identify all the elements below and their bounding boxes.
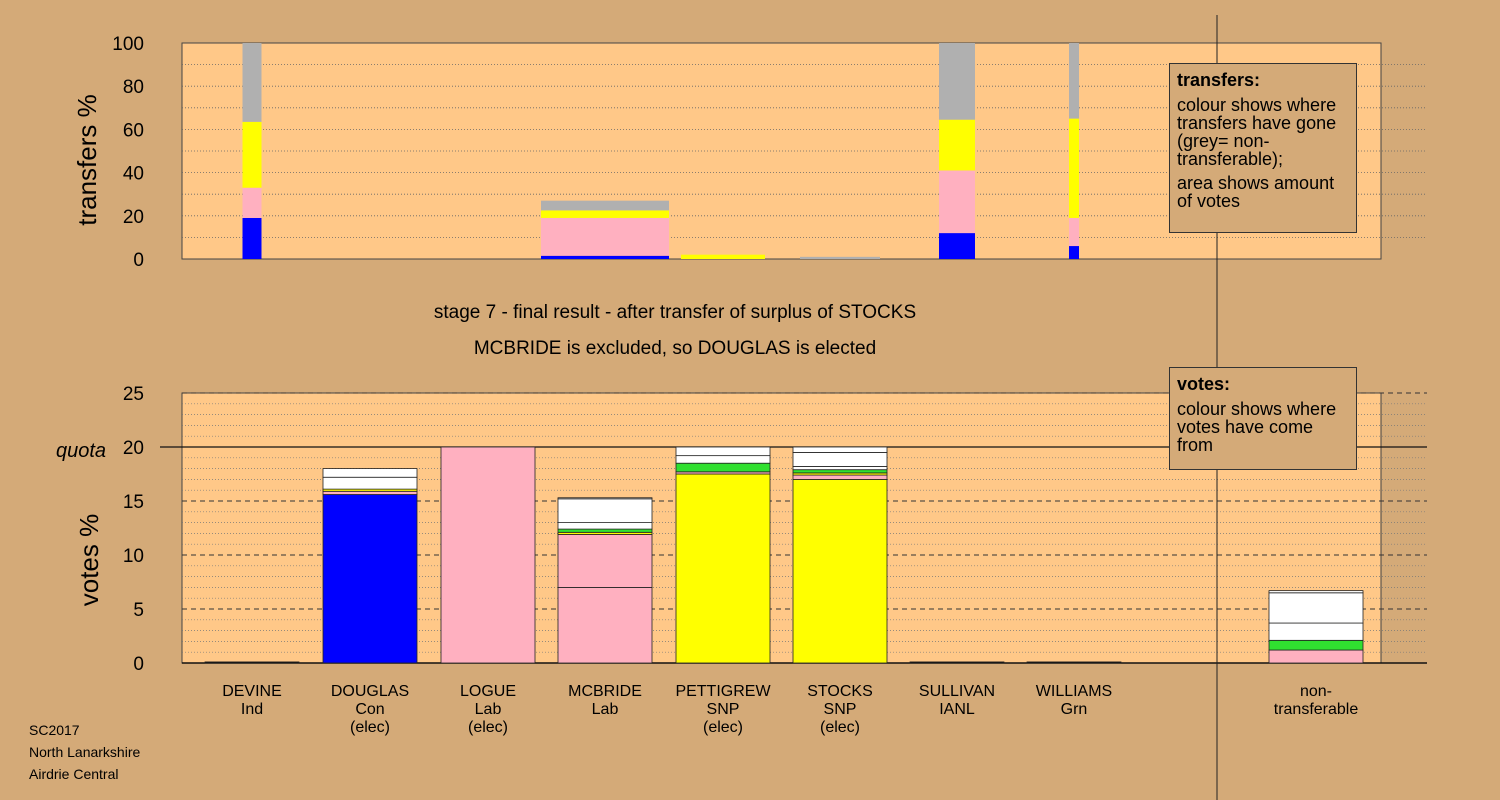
vote-bar-segment-stocks <box>792 478 888 664</box>
candidate-label: Grn <box>1061 701 1088 718</box>
transfer-bar-segment-williams <box>1069 43 1079 119</box>
transfers-tick-label: 0 <box>133 250 144 271</box>
transfer-bar-segment-sullivan <box>939 233 975 259</box>
vote-bar-segment-douglas <box>322 490 418 495</box>
vote-bar-segment-mcbride <box>557 522 653 530</box>
transfer-bar-segment-stocks <box>800 256 880 259</box>
transfer-bar-segment-mcbride <box>541 200 669 211</box>
candidate-label: WILLIAMS <box>1036 683 1112 700</box>
stage-caption: stage 7 - final result - after transfer … <box>434 302 916 323</box>
vote-bar-segment-williams <box>1026 661 1122 664</box>
transfer-bar-segment-williams <box>1069 217 1079 247</box>
transfers-legend-line-1: colour shows where transfers have gone (… <box>1177 95 1337 169</box>
vote-bar-segment-pettigrew <box>675 446 771 457</box>
candidate-label: IANL <box>939 701 975 718</box>
transfer-bar-segment-devine <box>242 43 262 122</box>
transfer-bar-segment-sullivan <box>939 43 975 120</box>
transfer-bar-segment-pettigrew <box>681 254 765 259</box>
votes-tick-label: 5 <box>133 600 144 621</box>
vote-bar-segment-mcbride <box>557 587 653 664</box>
candidate-label: (elec) <box>468 719 508 736</box>
vote-bar-segment-sullivan <box>909 661 1005 664</box>
vote-bar-segment-non-transferable <box>1268 622 1364 641</box>
vote-bar-segment-stocks <box>792 446 888 453</box>
candidate-label: (elec) <box>820 719 860 736</box>
transfer-bar-segment-sullivan <box>939 170 975 234</box>
votes-tick-label: 10 <box>123 546 144 567</box>
candidate-label: SULLIVAN <box>919 683 995 700</box>
result-caption: MCBRIDE is excluded, so DOUGLAS is elect… <box>474 338 876 359</box>
transfers-legend-title: transfers: <box>1177 70 1261 90</box>
candidate-label: DOUGLAS <box>331 683 409 700</box>
vote-bar-segment-devine <box>204 661 300 664</box>
candidate-label: non- <box>1300 683 1332 700</box>
candidate-label: (elec) <box>350 719 390 736</box>
vote-bar-segment-mcbride <box>557 534 653 588</box>
transfers-tick-label: 80 <box>123 77 144 98</box>
candidate-label: Lab <box>592 701 619 718</box>
transfers-legend: transfers: colour shows where transfers … <box>1169 63 1357 233</box>
transfer-bar-segment-devine <box>242 187 262 218</box>
footer-election: SC2017 <box>29 722 80 738</box>
candidate-label: Con <box>355 701 384 718</box>
transfers-tick-label: 60 <box>123 120 144 141</box>
vote-bar-segment-non-transferable <box>1268 649 1364 664</box>
candidate-label: LOGUE <box>460 683 516 700</box>
candidate-label: STOCKS <box>807 683 873 700</box>
vote-bar-segment-stocks <box>792 474 888 480</box>
transfer-bar-segment-mcbride <box>541 255 669 259</box>
transfer-bar-segment-williams <box>1069 118 1079 218</box>
transfers-tick-label: 100 <box>112 34 144 55</box>
vote-bar-segment-mcbride <box>557 528 653 533</box>
transfers-axis-title: transfers % <box>72 94 102 226</box>
votes-tick-label: 15 <box>123 492 144 513</box>
candidate-label: (elec) <box>703 719 743 736</box>
transfer-bar-segment-mcbride <box>541 210 669 218</box>
candidate-label: Ind <box>241 701 263 718</box>
vote-bar-segment-non-transferable <box>1268 590 1364 594</box>
vote-bar-segment-non-transferable <box>1268 639 1364 651</box>
bar-layer <box>204 43 1364 664</box>
transfers-legend-line-2: area shows amount of votes <box>1177 173 1335 211</box>
vote-bar-segment-mcbride <box>557 498 653 523</box>
votes-tick-label: 25 <box>123 384 144 405</box>
votes-legend: votes: colour shows where votes have com… <box>1169 367 1357 470</box>
candidate-label: PETTIGREW <box>675 683 771 700</box>
votes-legend-line-1: colour shows where votes have come from <box>1177 399 1337 455</box>
quota-label: quota <box>56 440 106 462</box>
votes-tick-label: 0 <box>133 654 144 675</box>
transfer-bar-segment-williams <box>1069 246 1079 259</box>
transfer-bar-segment-devine <box>242 121 262 188</box>
vote-bar-segment-pettigrew <box>675 462 771 473</box>
votes-legend-title: votes: <box>1177 374 1231 394</box>
transfer-bar-segment-sullivan <box>939 119 975 171</box>
vote-bar-segment-douglas <box>322 476 418 490</box>
candidate-label: DEVINE <box>222 683 282 700</box>
vote-bar-segment-stocks <box>792 469 888 474</box>
candidate-label: SNP <box>707 701 740 718</box>
vote-bar-segment-mcbride <box>557 497 653 500</box>
vote-bar-segment-stocks <box>792 466 888 471</box>
transfer-bar-segment-mcbride <box>541 217 669 256</box>
candidate-label: transferable <box>1274 701 1359 718</box>
vote-bar-segment-douglas <box>322 494 418 664</box>
candidate-label: SNP <box>824 701 857 718</box>
footer-council: North Lanarkshire <box>29 744 140 760</box>
vote-bar-segment-non-transferable <box>1268 592 1364 624</box>
transfers-tick-label: 20 <box>123 207 144 228</box>
vote-bar-segment-pettigrew <box>675 473 771 664</box>
vote-bar-segment-stocks <box>792 451 888 467</box>
votes-axis-title: votes % <box>74 514 104 607</box>
candidate-label: MCBRIDE <box>568 683 642 700</box>
vote-bar-segment-douglas <box>322 468 418 478</box>
vote-bar-segment-pettigrew <box>675 455 771 464</box>
candidate-label: Lab <box>475 701 502 718</box>
transfer-bar-segment-devine <box>242 217 262 259</box>
votes-tick-label: 20 <box>123 438 144 459</box>
footer-ward: Airdrie Central <box>29 766 118 782</box>
transfers-tick-label: 40 <box>123 164 144 185</box>
vote-bar-segment-logue <box>440 446 536 664</box>
